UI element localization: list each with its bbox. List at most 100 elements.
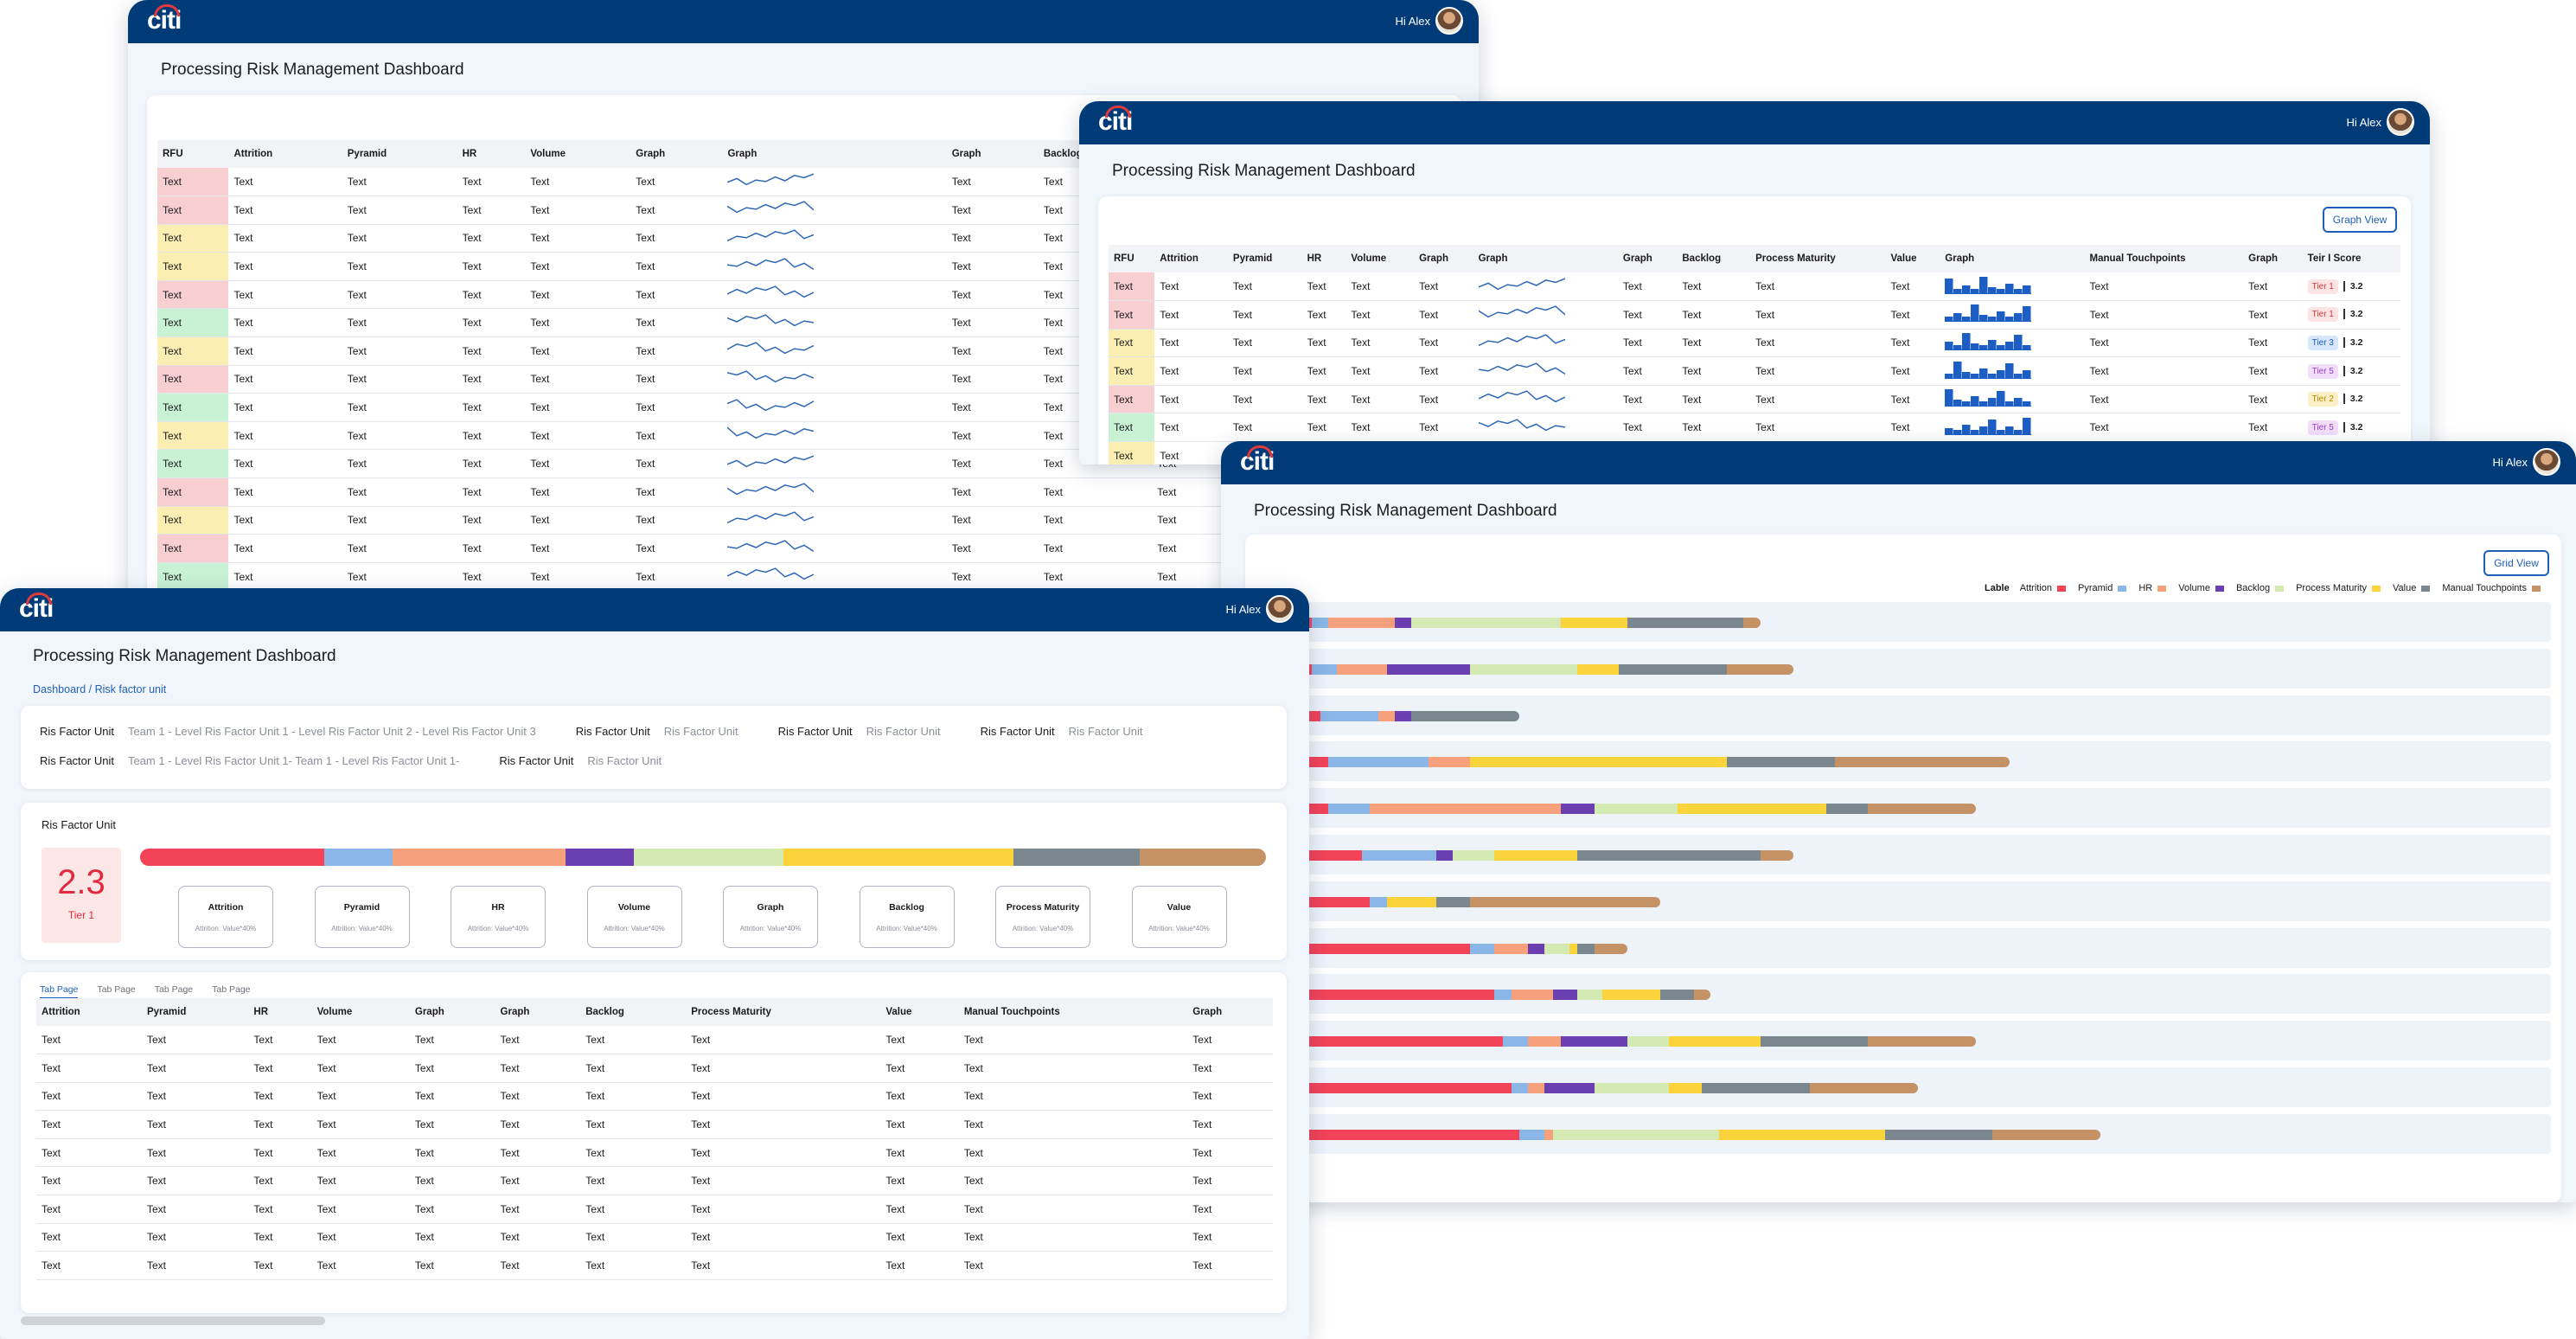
- bar-segment-hr[interactable]: [1428, 757, 1470, 768]
- bar-segment-hr[interactable]: [1494, 943, 1528, 954]
- bar-segment-pyramid[interactable]: [1361, 850, 1437, 861]
- bar-segment-volume[interactable]: [1395, 618, 1412, 628]
- column-header[interactable]: Manual Touchpoints: [958, 998, 1188, 1026]
- column-header[interactable]: Graph: [630, 140, 723, 168]
- stacked-bar[interactable]: [1295, 618, 1761, 628]
- stacked-bar[interactable]: [1295, 710, 1520, 721]
- filter-value[interactable]: Ris Factor Unit: [866, 725, 941, 738]
- column-header[interactable]: Pyramid: [1227, 245, 1302, 272]
- bar-segment-hr[interactable]: [1527, 1083, 1544, 1093]
- citi-logo[interactable]: citi: [147, 4, 182, 35]
- bar-segment-pyramid[interactable]: [1312, 663, 1337, 675]
- bar-segment-volume[interactable]: [1386, 663, 1470, 675]
- column-header[interactable]: Manual Touchpoints: [2084, 245, 2244, 272]
- column-header[interactable]: Volume: [1346, 245, 1415, 272]
- bar-segment-pyramid[interactable]: [1519, 1129, 1544, 1140]
- filter-value[interactable]: Ris Factor Unit: [663, 725, 738, 738]
- column-header[interactable]: HR: [248, 998, 312, 1026]
- bar-segment-volume[interactable]: [1395, 710, 1412, 721]
- column-header[interactable]: Graph: [722, 140, 947, 168]
- tab[interactable]: Tab Page: [97, 984, 136, 995]
- column-header[interactable]: Pyramid: [342, 140, 457, 168]
- bar-segment-value[interactable]: [1436, 896, 1470, 907]
- bar-segment-attrition[interactable]: [1295, 990, 1495, 1001]
- bar-segment-attrition[interactable]: [1295, 896, 1371, 907]
- bar-segment-backlog[interactable]: [1453, 850, 1495, 861]
- filter-value[interactable]: Team 1 - Level Ris Factor Unit 1- Team 1…: [127, 754, 460, 767]
- column-header[interactable]: Graph: [1187, 998, 1273, 1026]
- bar-segment-pyramid[interactable]: [1469, 943, 1495, 954]
- bar-segment-pyramid[interactable]: [1511, 1083, 1528, 1093]
- summary-segment[interactable]: [393, 849, 566, 866]
- bar-segment-backlog[interactable]: [1627, 1036, 1669, 1047]
- bar-segment-process-maturity[interactable]: [1718, 1129, 1885, 1140]
- column-header[interactable]: RFU: [1109, 245, 1155, 272]
- filter-value[interactable]: Team 1 - Level Ris Factor Unit 1 - Level…: [127, 725, 536, 738]
- bar-segment-attrition[interactable]: [1295, 943, 1470, 954]
- column-header[interactable]: HR: [457, 140, 526, 168]
- column-header[interactable]: Teir I Score: [2302, 245, 2400, 272]
- bar-segment-process-maturity[interactable]: [1669, 1036, 1761, 1047]
- bar-segment-process-maturity[interactable]: [1669, 1083, 1703, 1093]
- bar-segment-backlog[interactable]: [1544, 943, 1569, 954]
- metric-tile[interactable]: Pyramid Attrition: Value*40%: [314, 886, 410, 948]
- metric-tile[interactable]: Graph Attrition: Value*40%: [723, 886, 818, 948]
- bar-segment-volume[interactable]: [1527, 943, 1544, 954]
- column-header[interactable]: Attrition: [36, 998, 142, 1026]
- bar-segment-backlog[interactable]: [1469, 663, 1578, 675]
- column-header[interactable]: Value: [880, 998, 959, 1026]
- column-header[interactable]: Value: [1885, 245, 1940, 272]
- bar-segment-backlog[interactable]: [1594, 1083, 1669, 1093]
- column-header[interactable]: Volume: [525, 140, 631, 168]
- bar-segment-hr[interactable]: [1511, 990, 1553, 1001]
- stacked-bar[interactable]: [1295, 850, 1793, 861]
- bar-segment-process-maturity[interactable]: [1494, 850, 1578, 861]
- bar-segment-volume[interactable]: [1436, 850, 1454, 861]
- user-avatar[interactable]: [1435, 7, 1463, 35]
- bar-segment-manual-touchpoints[interactable]: [1868, 804, 1977, 815]
- bar-segment-attrition[interactable]: [1295, 1129, 1520, 1140]
- stacked-bar[interactable]: [1295, 663, 1793, 675]
- summary-segment[interactable]: [634, 849, 783, 866]
- bar-segment-value[interactable]: [1660, 990, 1694, 1001]
- citi-logo[interactable]: citi: [1098, 106, 1133, 136]
- bar-segment-process-maturity[interactable]: [1386, 896, 1437, 907]
- metric-tile[interactable]: HR Attrition: Value*40%: [451, 886, 546, 948]
- tab[interactable]: Tab Page: [154, 984, 194, 995]
- bar-segment-process-maturity[interactable]: [1602, 990, 1661, 1001]
- metric-tile[interactable]: Backlog Attrition: Value*40%: [859, 886, 955, 948]
- user-avatar[interactable]: [2533, 448, 2560, 476]
- stacked-bar[interactable]: [1295, 1129, 2101, 1140]
- bar-segment-volume[interactable]: [1552, 990, 1578, 1001]
- bar-segment-pyramid[interactable]: [1312, 618, 1329, 628]
- bar-segment-manual-touchpoints[interactable]: [1835, 757, 2010, 768]
- bar-segment-backlog[interactable]: [1411, 618, 1562, 628]
- bar-segment-manual-touchpoints[interactable]: [1868, 1036, 1977, 1047]
- column-header[interactable]: Process Maturity: [686, 998, 881, 1026]
- bar-segment-backlog[interactable]: [1552, 1129, 1719, 1140]
- column-header[interactable]: Backlog: [1677, 245, 1751, 272]
- bar-segment-hr[interactable]: [1527, 1036, 1562, 1047]
- bar-segment-value[interactable]: [1884, 1129, 1993, 1140]
- column-header[interactable]: RFU: [157, 140, 229, 168]
- bar-segment-manual-touchpoints[interactable]: [1760, 850, 1793, 861]
- bar-segment-volume[interactable]: [1561, 804, 1595, 815]
- bar-segment-process-maturity[interactable]: [1561, 618, 1627, 628]
- bar-segment-volume[interactable]: [1544, 1083, 1595, 1093]
- bar-segment-manual-touchpoints[interactable]: [1693, 990, 1710, 1001]
- bar-segment-value[interactable]: [1411, 710, 1520, 721]
- bar-segment-pyramid[interactable]: [1320, 710, 1378, 721]
- bar-segment-pyramid[interactable]: [1370, 896, 1387, 907]
- filter-value[interactable]: Ris Factor Unit: [1068, 725, 1143, 738]
- column-header[interactable]: Graph: [946, 140, 1039, 168]
- bar-segment-hr[interactable]: [1378, 710, 1396, 721]
